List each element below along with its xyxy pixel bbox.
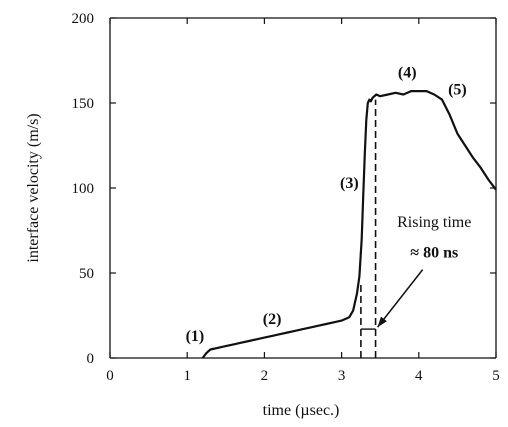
x-tick-label: 5 (492, 368, 500, 384)
velocity-series-line (201, 89, 497, 359)
annotation-label: (3) (340, 175, 359, 192)
rising-time-arrow (376, 269, 424, 328)
series-layer (201, 89, 497, 359)
x-tick-label: 4 (415, 368, 423, 384)
x-tick-label: 0 (106, 368, 114, 384)
axes (109, 17, 497, 359)
x-tick-label: 3 (338, 368, 346, 384)
annotation-label: (5) (448, 82, 467, 99)
annotation-label: (2) (263, 311, 282, 328)
y-tick-label: 0 (87, 351, 95, 367)
annotation-label: (1) (186, 328, 205, 345)
x-tick-label: 1 (183, 368, 191, 384)
rising-time-markers (360, 99, 424, 358)
rising-time-arrowhead (377, 316, 387, 328)
x-tick-label: 2 (261, 368, 269, 384)
y-tick-label: 200 (72, 11, 95, 27)
annotation-label: (4) (398, 65, 417, 82)
x-axis-title: time (µsec.) (263, 402, 340, 419)
annotations: (1) (2) (3) (4) (5) Rising time ≈ 80 ns (186, 65, 472, 346)
y-tick-label: 100 (72, 181, 95, 197)
annotation-label: ≈ 80 ns (410, 245, 458, 262)
y-tick-label: 150 (72, 96, 95, 112)
y-tick-label: 50 (79, 266, 94, 282)
annotation-label: Rising time (397, 214, 471, 231)
y-axis-title: interface velocity (m/s) (25, 113, 42, 262)
